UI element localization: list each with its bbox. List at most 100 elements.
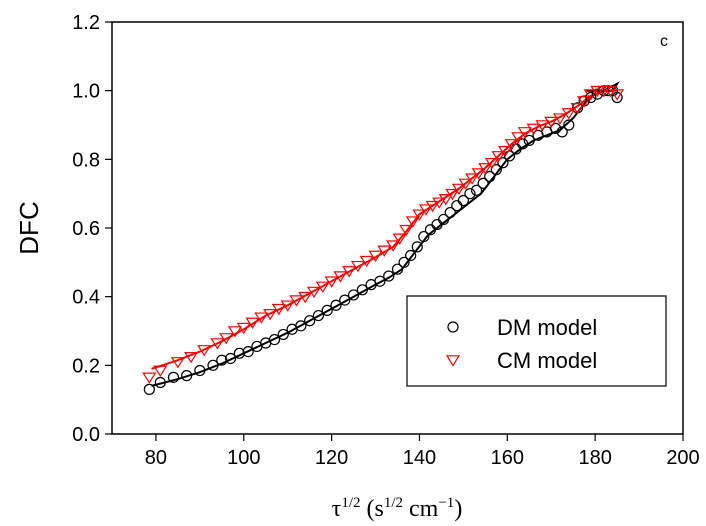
- dm-data-point: [383, 270, 395, 282]
- dm-data-point: [490, 164, 502, 176]
- panel-label: c: [660, 33, 668, 50]
- cm-data-point: [392, 233, 407, 245]
- legend-circle-marker: [447, 321, 459, 333]
- legend-label-dm: DM model: [497, 315, 597, 340]
- dm-data-point: [312, 309, 325, 322]
- cm-data-point: [386, 240, 401, 252]
- x-tick-label: 120: [315, 447, 348, 469]
- cm-data-point: [350, 260, 366, 273]
- x-tick-label: 200: [666, 447, 699, 469]
- y-tick-label: 0.8: [72, 149, 100, 171]
- cm-data-point: [432, 197, 447, 209]
- cm-data-point: [561, 108, 576, 120]
- dm-data-point: [411, 241, 423, 253]
- y-tick-label: 0.0: [72, 424, 100, 446]
- dm-data-point: [444, 206, 456, 219]
- dm-data-point: [194, 364, 206, 377]
- cm-data-point: [271, 303, 286, 316]
- y-tick-label: 1.2: [72, 12, 100, 34]
- dm-data-point: [585, 91, 597, 104]
- dm-data-point: [143, 383, 155, 395]
- cm-data-point: [425, 200, 440, 213]
- cm-data-point: [603, 85, 618, 98]
- dm-data-point: [477, 177, 489, 189]
- dm-data-point: [398, 256, 410, 268]
- cm-data-point: [298, 291, 313, 304]
- cm-data-point: [583, 89, 598, 101]
- cm-data-point: [552, 113, 568, 125]
- dm-data-point: [321, 304, 333, 316]
- cm-data-point: [254, 312, 269, 324]
- dm-data-point: [451, 200, 463, 212]
- dm-data-point: [295, 320, 307, 332]
- data-markers: [142, 85, 625, 395]
- cm-data-point: [377, 245, 392, 257]
- cm-data-point: [570, 103, 585, 115]
- cm-data-point: [438, 194, 453, 206]
- x-tick-label: 140: [403, 447, 436, 469]
- x-tick-label: 80: [145, 447, 167, 469]
- dm-data-point: [207, 359, 219, 371]
- cm-data-point: [245, 317, 260, 329]
- cm-data-point: [405, 216, 420, 228]
- cm-data-point: [263, 309, 278, 321]
- dm-data-point: [484, 170, 496, 183]
- dm-data-point: [167, 371, 180, 383]
- dm-data-point: [457, 194, 469, 207]
- cm-data-point: [412, 209, 427, 221]
- dm-data-point: [216, 354, 228, 366]
- legend-marker-dm: [447, 321, 459, 333]
- dm-data-point: [224, 352, 237, 365]
- cm-data-point: [289, 295, 304, 307]
- cm-data-point: [324, 276, 339, 288]
- cm-data-point: [368, 250, 383, 262]
- cm-data-point: [610, 89, 625, 101]
- legend: DM model CM model: [406, 295, 667, 387]
- x-axis-title-s-exp: 1/2: [384, 495, 403, 511]
- legend-box: [406, 295, 667, 387]
- dm-data-point: [330, 299, 342, 311]
- tick-labels: 80 100 120 140 160 180 200 0.0 0.2 0.4 0.6 0.8 1.0 1.…: [72, 12, 700, 469]
- x-axis-title-tau: τ: [332, 496, 342, 522]
- cm-data-point: [471, 168, 486, 180]
- cm-data-point: [451, 183, 467, 196]
- legend-triangle-marker: [445, 355, 461, 367]
- dm-data-point: [438, 213, 450, 226]
- dm-data-point: [154, 376, 166, 389]
- x-tick-label: 160: [491, 447, 524, 469]
- x-axis-title-cm-exp: −1: [438, 495, 454, 511]
- x-axis-title: τ1/2 (s1/2 cm−1): [332, 495, 463, 522]
- cm-data-point: [465, 173, 480, 185]
- cm-data-point: [517, 127, 532, 139]
- cm-data-point: [498, 145, 513, 158]
- cm-data-point: [504, 139, 519, 151]
- x-axis-title-cm: cm: [403, 496, 439, 522]
- cm-data-point: [418, 204, 434, 216]
- x-axis-title-open: (s: [361, 496, 384, 522]
- dm-data-point: [464, 188, 476, 200]
- x-axis-title-close: ): [454, 496, 462, 522]
- cm-data-point: [142, 372, 157, 384]
- dm-data-point: [356, 284, 368, 296]
- dm-data-point: [347, 289, 360, 301]
- dm-data-point: [304, 315, 316, 327]
- dm-data-point: [550, 122, 562, 135]
- x-axis-title-tau-exp: 1/2: [341, 495, 360, 511]
- dm-data-point: [339, 294, 351, 306]
- cm-data-point: [359, 255, 374, 268]
- y-tick-label: 1.0: [72, 81, 100, 103]
- cm-data-point: [484, 157, 500, 170]
- x-tick-label: 100: [227, 447, 260, 469]
- legend-label-cm: CM model: [497, 348, 597, 373]
- cm-data-point: [526, 123, 541, 135]
- cm-data-point: [577, 96, 592, 108]
- cm-data-point: [458, 178, 473, 190]
- dm-data-point: [517, 138, 529, 150]
- dm-data-point: [611, 91, 623, 104]
- y-tick-label: 0.6: [72, 218, 100, 240]
- cm-data-point: [183, 351, 199, 364]
- y-axis-title: DFC: [14, 201, 44, 254]
- cm-data-point: [333, 271, 348, 283]
- cm-data-point: [342, 266, 357, 278]
- cm-data-point: [153, 365, 168, 378]
